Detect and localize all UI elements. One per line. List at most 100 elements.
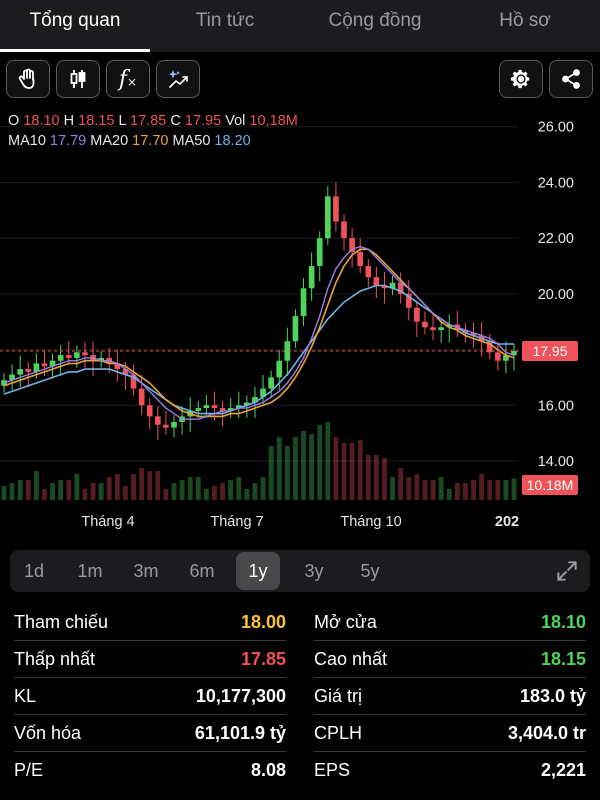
volume-bar xyxy=(463,483,468,500)
volume-bar xyxy=(33,471,39,500)
candle-body xyxy=(65,355,72,358)
ma50-value: 18.20 xyxy=(214,133,251,149)
stat-open: Mở cửa 18.10 xyxy=(314,604,586,641)
stat-open-label: Mở cửa xyxy=(314,612,377,632)
stat-eps-label: EPS xyxy=(314,760,351,780)
candle-body xyxy=(389,282,396,289)
volume-bar xyxy=(98,483,104,500)
candle-body xyxy=(227,408,234,411)
stat-value: Giá trị 183.0 tỷ xyxy=(314,678,586,715)
ai-sparkle-icon xyxy=(168,70,188,88)
candles xyxy=(1,182,517,441)
tab-profile[interactable]: Hồ sơ xyxy=(450,0,600,52)
volume-bar xyxy=(50,483,55,500)
volume-bar xyxy=(74,474,80,500)
range-6m[interactable]: 6m xyxy=(189,561,215,581)
volume-bar xyxy=(487,480,493,500)
candle-body xyxy=(130,374,137,389)
range-3m[interactable]: 3m xyxy=(133,561,159,581)
range-5y[interactable]: 5y xyxy=(360,561,380,581)
close-key: C xyxy=(170,113,181,129)
candle-body xyxy=(397,282,404,294)
candle-body xyxy=(357,252,364,266)
tab-overview[interactable]: Tổng quan xyxy=(0,0,150,52)
range-1m[interactable]: 1m xyxy=(77,561,103,581)
chart-toolbar: f× xyxy=(0,60,600,100)
stat-high-label: Cao nhất xyxy=(314,649,388,669)
volume-bar xyxy=(414,474,420,500)
ma-line: MA10 17.79 MA20 17.70 MA50 18.20 xyxy=(8,133,251,149)
y-tick-label: 24.00 xyxy=(538,175,574,191)
expand-icon[interactable] xyxy=(554,558,580,584)
candle-body xyxy=(462,330,469,333)
volume-bar xyxy=(260,477,266,500)
candle-body xyxy=(41,363,48,367)
candle-body xyxy=(98,357,104,361)
volume-bar xyxy=(479,474,485,500)
volume-bar xyxy=(17,480,23,500)
stat-eps-value: 2,221 xyxy=(540,760,586,780)
candle-body xyxy=(82,352,88,356)
stat-low-label: Thấp nhất xyxy=(14,649,96,669)
volume-bar xyxy=(9,483,15,500)
candle-body xyxy=(422,321,428,328)
volume-bar xyxy=(430,480,436,500)
candle-body xyxy=(503,355,509,361)
candle-body xyxy=(430,327,436,331)
volume-bar xyxy=(139,468,145,500)
stat-shares: CPLH 3,404.0 tr xyxy=(314,715,586,752)
ma10-line xyxy=(3,245,515,420)
settings-button[interactable] xyxy=(499,60,543,98)
candle-body xyxy=(268,377,274,389)
candle-body xyxy=(171,422,177,428)
low-key: L xyxy=(118,113,127,129)
volume-bar xyxy=(163,489,169,500)
candle-body xyxy=(260,388,266,397)
stat-pe-label: P/E xyxy=(14,760,44,780)
indicator-button[interactable]: f× xyxy=(106,60,150,98)
stat-reference: Tham chiếu 18.00 xyxy=(14,604,286,641)
stat-market-cap: Vốn hóa 61,101.9 tỷ xyxy=(14,715,286,752)
stat-volume-label: KL xyxy=(14,686,37,706)
tab-profile-label: Hồ sơ xyxy=(499,10,551,31)
share-button[interactable] xyxy=(549,60,593,98)
candle-body xyxy=(373,277,380,286)
hand-tool-button[interactable] xyxy=(6,60,50,98)
stat-low: Thấp nhất 17.85 xyxy=(14,641,286,678)
y-tick-label: 14.00 xyxy=(538,454,574,470)
range-3y[interactable]: 3y xyxy=(304,561,324,581)
volume-bar xyxy=(373,455,379,500)
candle-body xyxy=(324,196,331,239)
stat-market-cap-label: Vốn hóa xyxy=(14,723,82,743)
tab-community[interactable]: Cộng đồng xyxy=(300,0,450,52)
candlestick-button[interactable] xyxy=(56,60,100,98)
ma10-key: MA10 xyxy=(8,133,46,149)
y-tick-label: 26.00 xyxy=(538,120,574,136)
y-tick-label: 20.00 xyxy=(538,287,574,303)
volume-bar xyxy=(309,434,315,500)
volume-bar xyxy=(349,443,355,500)
volume-bar xyxy=(317,425,323,500)
volume-bar xyxy=(284,446,290,500)
range-1d[interactable]: 1d xyxy=(23,561,45,581)
tab-news-label: Tin tức xyxy=(195,10,255,31)
last-price-badge xyxy=(522,340,578,361)
volume-bar xyxy=(268,446,274,500)
candle-body xyxy=(470,332,477,336)
candle-body xyxy=(203,405,210,409)
volume-bar xyxy=(422,480,428,500)
volume-bar xyxy=(406,477,412,500)
volume-bar xyxy=(244,489,250,500)
volume-bar xyxy=(398,468,404,500)
tab-news[interactable]: Tin tức xyxy=(150,0,300,52)
ai-analysis-button[interactable] xyxy=(156,60,200,98)
candle-body xyxy=(405,293,412,308)
candle-body xyxy=(146,405,153,417)
function-icon: f× xyxy=(118,66,138,92)
range-1y[interactable]: 1y xyxy=(236,552,280,590)
volume-bar xyxy=(195,477,201,500)
volume-bar xyxy=(252,483,258,500)
x-tick-label: Tháng 10 xyxy=(340,514,401,530)
